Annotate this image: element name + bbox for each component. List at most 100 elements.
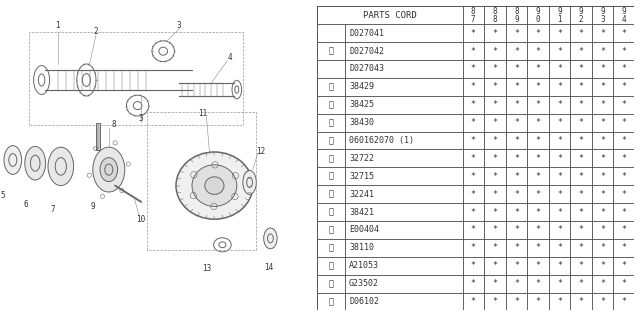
Text: *: * [492,82,497,92]
Bar [463,275,484,292]
Text: 9
3: 9 3 [600,7,605,24]
Text: *: * [471,136,476,145]
Text: *: * [600,279,605,288]
Bar [484,203,506,221]
Bar [548,114,570,132]
Text: ⑩: ⑩ [328,225,333,235]
Text: 7: 7 [51,205,55,214]
Bar [463,292,484,310]
Bar [346,292,463,310]
Bar [484,185,506,203]
Bar [527,257,548,275]
Bar [463,6,484,24]
Text: *: * [579,154,584,163]
Text: *: * [557,136,562,145]
Bar [96,123,100,150]
Text: *: * [492,190,497,199]
Text: *: * [579,261,584,270]
Bar [317,185,346,203]
Text: *: * [536,208,540,217]
Text: *: * [579,172,584,181]
Text: *: * [492,279,497,288]
Text: *: * [557,100,562,109]
Bar [506,96,527,114]
Text: *: * [536,82,540,92]
Bar [317,6,463,24]
Bar [506,6,527,24]
Text: *: * [536,243,540,252]
Text: G23502: G23502 [349,279,379,288]
Text: 32722: 32722 [349,154,374,163]
Text: *: * [492,100,497,109]
Text: *: * [600,65,605,74]
Bar [527,96,548,114]
Bar [463,221,484,239]
Bar [506,42,527,60]
Text: *: * [579,190,584,199]
Text: 9
2: 9 2 [579,7,583,24]
Bar [613,275,635,292]
Bar [484,239,506,257]
Bar [317,42,346,60]
Bar [317,167,346,185]
Ellipse shape [100,158,118,182]
Text: *: * [536,136,540,145]
Text: *: * [536,29,540,38]
Bar [592,149,613,167]
Bar [506,60,527,78]
Text: *: * [600,29,605,38]
Bar [506,185,527,203]
Text: 38430: 38430 [349,118,374,127]
Bar [527,42,548,60]
Bar [548,78,570,96]
Text: D027043: D027043 [349,65,384,74]
Bar [527,6,548,24]
Bar [317,78,346,96]
Ellipse shape [205,177,224,194]
Bar [463,185,484,203]
Bar [506,24,527,42]
Text: ⑦: ⑦ [328,172,333,181]
Ellipse shape [4,146,22,174]
Bar [506,78,527,96]
Bar [592,78,613,96]
Text: *: * [514,29,519,38]
Text: *: * [471,208,476,217]
Text: ⑤: ⑤ [328,136,333,145]
Text: A21053: A21053 [349,261,379,270]
Bar [570,132,592,149]
Text: *: * [514,297,519,306]
Text: ⑧: ⑧ [328,190,333,199]
Bar [346,239,463,257]
Bar [613,78,635,96]
Text: 11: 11 [198,109,208,118]
Bar [527,114,548,132]
Bar [592,6,613,24]
Bar [346,167,463,185]
Text: 10: 10 [136,215,145,224]
Bar [463,132,484,149]
Bar [592,203,613,221]
Bar [548,203,570,221]
Bar [548,149,570,167]
Bar [527,60,548,78]
Text: *: * [536,47,540,56]
Bar [613,292,635,310]
Text: 38421: 38421 [349,208,374,217]
Text: *: * [579,279,584,288]
Text: *: * [514,279,519,288]
Text: *: * [471,118,476,127]
Bar [317,60,346,78]
Bar [317,239,346,257]
Text: *: * [600,47,605,56]
Text: *: * [536,297,540,306]
Bar [317,96,346,114]
Bar [317,292,346,310]
Text: *: * [579,225,584,235]
Bar [548,185,570,203]
Bar [527,203,548,221]
Text: 9
0: 9 0 [536,7,540,24]
Bar [592,221,613,239]
Bar [506,149,527,167]
Text: *: * [536,225,540,235]
